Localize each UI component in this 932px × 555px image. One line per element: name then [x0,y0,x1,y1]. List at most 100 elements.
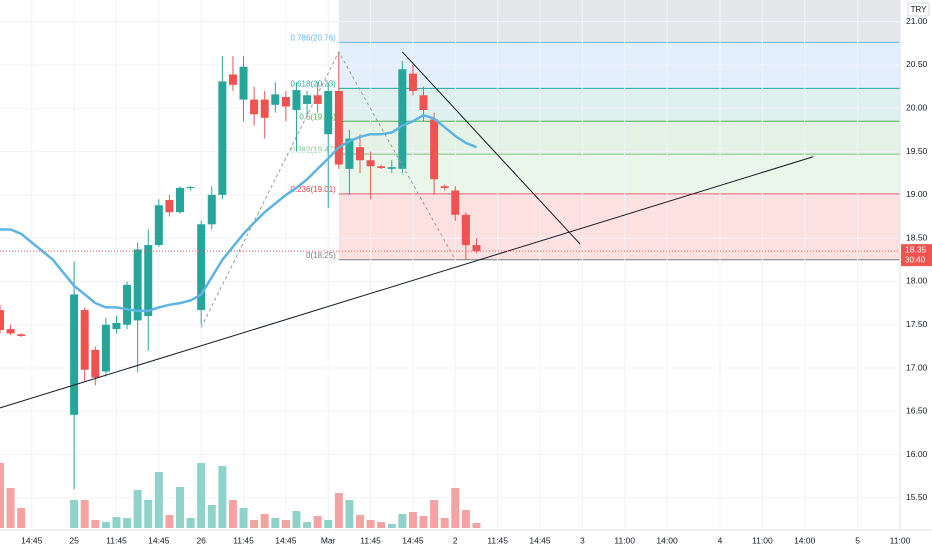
volume-bar [6,488,15,528]
y-tick-label: 21.00 [906,16,928,26]
candle-body [377,166,386,169]
volume-bar [313,516,322,528]
candle-body [218,81,227,195]
volume-bar [387,524,396,528]
volume-bar [408,512,417,528]
volume-bar [144,500,153,528]
candle-body [70,294,79,415]
volume-bar [271,518,280,528]
volume-bar [250,520,259,528]
volume-bar [440,518,449,528]
fib-level-label: 0.382(19.47) [290,145,336,154]
candle-body [186,187,195,189]
volume-bar [303,522,312,528]
currency-box [907,2,930,17]
volume-bar [165,515,174,528]
volume-bar [123,518,132,528]
x-tick-label: 11:45 [233,535,254,545]
candle-body [292,90,301,110]
volume-bar [472,523,481,528]
y-tick-label: 17.00 [906,362,928,372]
candle-body [419,95,428,110]
x-tick-label: 11:45 [360,535,381,545]
candle-body [133,249,142,321]
candle-body [6,329,15,334]
candle-body [239,66,248,100]
moving-average [0,113,477,313]
x-tick-label: 2 [453,535,458,545]
x-tick-label: 14:45 [529,535,551,545]
volume-bar [112,517,121,528]
y-tick-label: 20.00 [906,103,928,113]
candle-body [91,349,100,378]
fib-layer: 0.786(20.76) 0.618(20.23) 0.5(19.85) 0.382(… [290,0,901,261]
y-tick-label: 17.50 [906,319,928,329]
candle-body [154,205,163,246]
volume-bar [186,518,195,528]
volume-bar [292,511,301,528]
line-layer [0,50,900,409]
candle-body [101,324,110,372]
x-tick-label: 14:45 [275,535,297,545]
volume-bar [91,520,100,528]
y-tick-label: 18.00 [906,276,928,286]
candle-body [408,73,417,91]
fib-region [338,193,901,260]
trendline [401,51,581,245]
candle-body [387,167,396,169]
volume-layer [0,463,481,528]
fib-level-label: 0.618(20.23) [290,79,336,88]
current-price-label: 18.35 [905,244,927,254]
volume-bar [377,522,386,528]
volume-bar [154,472,163,528]
candle-body [313,95,322,104]
candle-body [250,99,259,115]
volume-bar [356,515,364,528]
candle-body [472,245,481,252]
candle-body [324,90,333,135]
x-tick-label: 14:00 [656,535,678,545]
trendline [0,156,814,409]
fib-region [338,154,901,194]
y-tick-label: 19.00 [906,189,928,199]
volume-bar [419,516,428,528]
x-tick-label: 14:45 [21,535,43,545]
volume-bar [451,488,460,528]
candle-body [334,90,343,165]
x-tick-label: 11:00 [752,535,773,545]
volume-bar [239,508,248,528]
countdown-label: 30:40 [905,255,926,264]
candle-body [356,147,364,161]
y-tick-label: 20.50 [906,59,928,69]
candle-body [80,310,89,370]
x-tick-label: 3 [580,535,585,545]
candle-body [345,138,354,169]
candle-body [197,224,206,311]
x-tick-label: 14:45 [148,535,170,545]
x-tick-label: 14:00 [794,535,816,545]
x-tick-label: 11:45 [487,535,508,545]
x-tick-label: 25 [69,535,79,545]
candle-body [398,69,407,169]
candle-body [144,245,153,317]
fib-level-label: 0.786(20.76) [290,34,336,43]
y-tick-label: 18.50 [906,232,928,242]
volume-bar [366,520,375,528]
candle-body [112,323,121,330]
x-tick-label: 11:00 [890,535,911,545]
candle-body [123,284,132,325]
y-tick-label: 16.50 [906,406,928,416]
volume-bar [101,522,110,528]
candle-body [440,186,449,188]
y-tick-label: 15.50 [906,492,928,502]
currency-label: TRY [911,5,928,14]
volume-bar [398,514,407,528]
candle-body [461,214,470,246]
fib-level-label: 0.5(19.85) [299,112,336,121]
candle-body [207,194,216,225]
volume-bar [345,500,354,528]
volume-bar [176,487,184,528]
fib-swing [200,50,456,328]
